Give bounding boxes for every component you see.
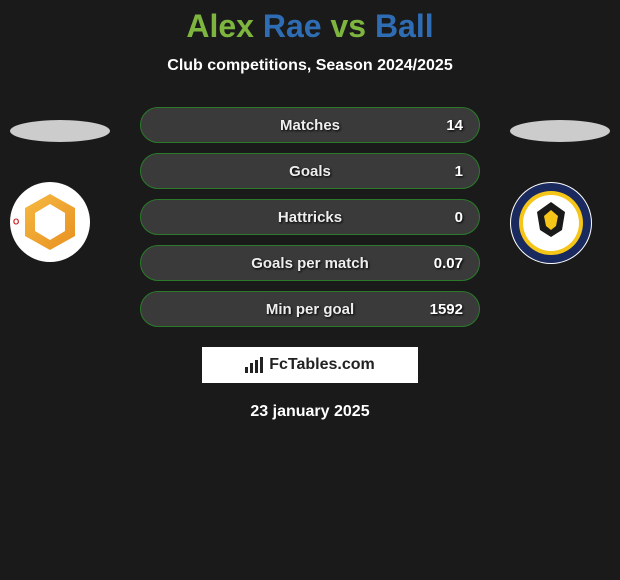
stat-label: Goals per match	[251, 255, 369, 272]
club-crest-icon	[510, 182, 592, 264]
stat-label: Matches	[280, 117, 340, 134]
date: 23 january 2025	[0, 403, 620, 421]
stat-label: Goals	[289, 163, 331, 180]
stat-value: 1	[455, 163, 463, 180]
footer-logo: FcTables.com	[202, 347, 418, 383]
footer-site-text: FcTables.com	[269, 356, 375, 374]
club-badge-left: O	[10, 182, 90, 262]
title-part-2: Rae	[263, 8, 331, 44]
stat-row-mpg: Min per goal 1592	[140, 291, 480, 327]
stat-row-goals: Goals 1	[140, 153, 480, 189]
ellipse-left	[10, 120, 110, 142]
left-badge-monogram: O	[13, 218, 19, 227]
stat-label: Hattricks	[278, 209, 342, 226]
title-part-4: Ball	[375, 8, 434, 44]
bar-chart-icon	[245, 357, 263, 373]
left-badge-group: O	[10, 120, 110, 262]
subtitle: Club competitions, Season 2024/2025	[0, 57, 620, 75]
page-title: Alex Rae vs Ball	[0, 0, 620, 45]
shield-icon	[25, 194, 75, 250]
title-part-1: Alex	[186, 8, 254, 44]
ellipse-right	[510, 120, 610, 142]
stat-value: 1592	[430, 301, 463, 318]
right-badge-group	[510, 120, 610, 264]
stat-row-hattricks: Hattricks 0	[140, 199, 480, 235]
stat-value: 14	[446, 117, 463, 134]
stat-label: Min per goal	[266, 301, 354, 318]
club-badge-right	[510, 182, 592, 264]
title-part-3: vs	[330, 8, 366, 44]
stat-row-matches: Matches 14	[140, 107, 480, 143]
stat-value: 0	[455, 209, 463, 226]
stat-value: 0.07	[434, 255, 463, 272]
stat-row-gpm: Goals per match 0.07	[140, 245, 480, 281]
